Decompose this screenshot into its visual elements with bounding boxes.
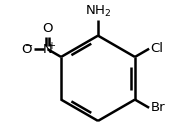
Text: N: N [43, 43, 53, 56]
Text: Br: Br [150, 101, 165, 114]
Text: NH$_2$: NH$_2$ [85, 4, 111, 19]
Text: +: + [47, 41, 55, 51]
Text: −: − [25, 41, 33, 51]
Text: O: O [22, 43, 32, 56]
Text: Cl: Cl [150, 42, 163, 55]
Text: O: O [42, 22, 53, 35]
